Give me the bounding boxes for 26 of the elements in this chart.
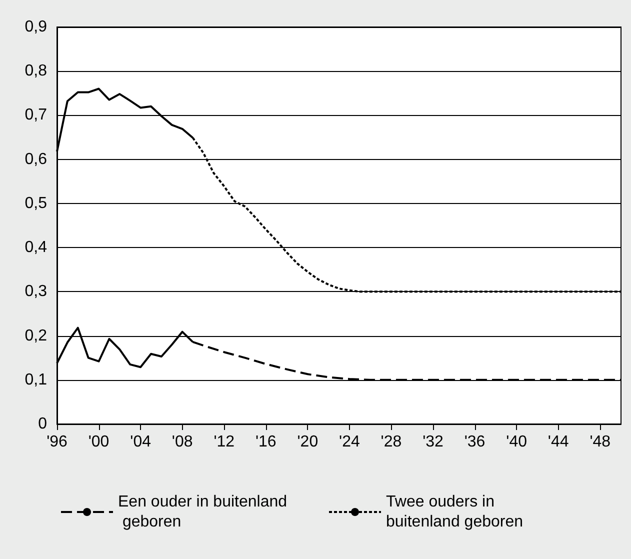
x-tick-label: '16 [255,434,276,450]
x-tick-label: '96 [46,434,68,450]
x-tick-label: '00 [88,434,110,450]
y-tick-label: 0 [38,416,48,432]
x-tick-label: '24 [339,434,360,450]
y-tick-label: 0,6 [24,150,48,168]
y-tick-label: 0,4 [24,239,48,256]
x-tick-label: '48 [590,434,611,450]
x-tick-label: '44 [548,434,569,450]
x-tick-label: '04 [130,434,152,450]
y-tick-label: 0,1 [24,371,48,388]
y-tick-label: 0,2 [24,327,48,344]
x-tick-label: '40 [506,434,528,450]
y-tick-label: 0,8 [24,62,48,80]
y-tick-label: 0,5 [24,194,48,212]
x-tick-label: '28 [380,434,402,450]
x-tick-label: '36 [464,434,486,450]
x-tick-label: '08 [172,434,193,450]
x-tick-label: '32 [422,434,444,450]
legend-label: Een ouder in buitenland geboren [118,494,288,530]
x-tick-label: '20 [297,434,318,450]
legend-label: Twee ouders in buitenland geboren [386,494,524,530]
y-tick-label: 0,9 [24,18,48,36]
y-tick-label: 0,7 [24,106,48,124]
y-tick-label: 0,3 [24,283,48,300]
x-tick-label: '12 [214,434,235,450]
